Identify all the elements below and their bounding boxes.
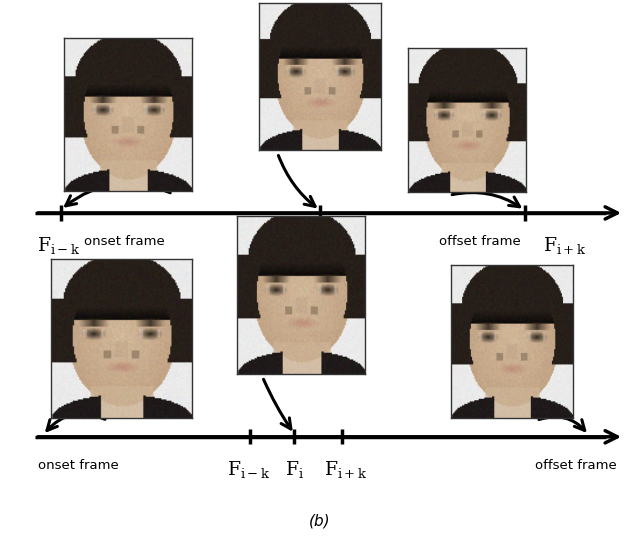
Text: offset frame: offset frame <box>439 235 521 248</box>
Text: onset frame: onset frame <box>84 235 165 248</box>
Text: $\mathregular{F_i}$: $\mathregular{F_i}$ <box>285 459 304 479</box>
Text: $\mathregular{F_{i-k}}$: $\mathregular{F_{i-k}}$ <box>227 459 270 479</box>
Text: (b): (b) <box>309 513 331 528</box>
Text: $\mathregular{F_i}$: $\mathregular{F_i}$ <box>310 235 330 256</box>
Text: onset frame: onset frame <box>38 459 119 472</box>
Text: (a): (a) <box>309 268 331 282</box>
Text: $\mathregular{F_{i-k}}$: $\mathregular{F_{i-k}}$ <box>37 235 81 256</box>
Text: $\mathregular{F_{i+k}}$: $\mathregular{F_{i+k}}$ <box>324 459 367 479</box>
Text: offset frame: offset frame <box>535 459 617 472</box>
Text: $\mathregular{F_{i+k}}$: $\mathregular{F_{i+k}}$ <box>543 235 587 256</box>
